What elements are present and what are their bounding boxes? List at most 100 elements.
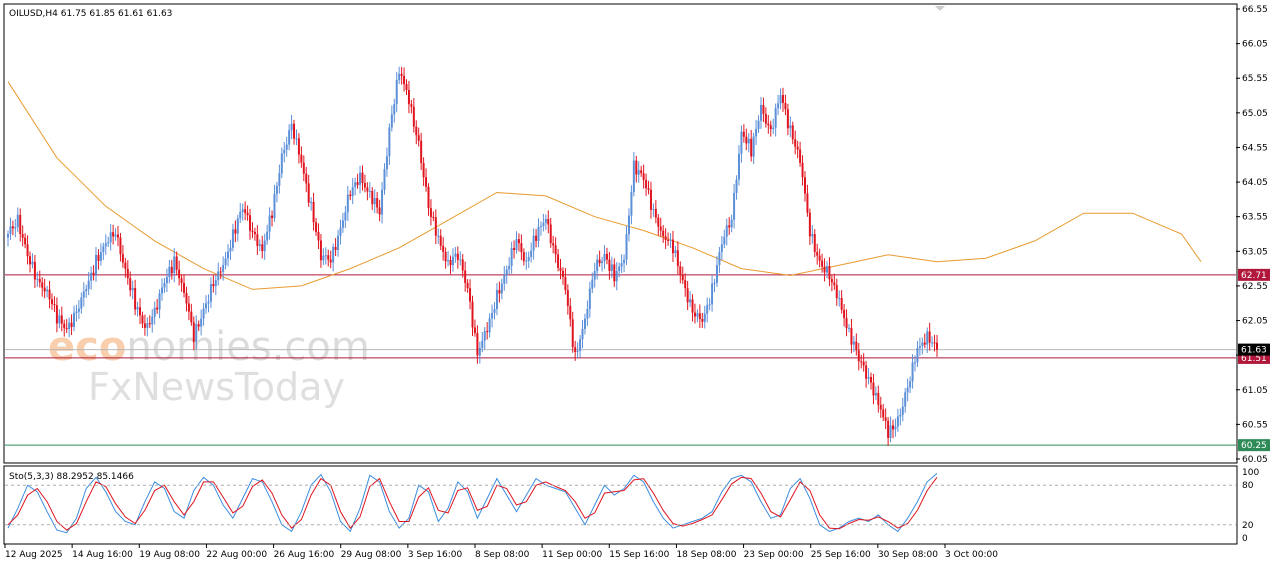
bull-candle-body <box>373 198 376 205</box>
bear-candle-body <box>657 217 660 227</box>
bear-candle-body <box>26 244 29 257</box>
bear-candle-body <box>698 313 701 320</box>
bull-candle-body <box>239 211 242 219</box>
bear-candle-body <box>801 162 804 178</box>
bull-candle-body <box>909 381 912 388</box>
bear-candle-body <box>835 285 838 299</box>
bull-candle-body <box>173 256 176 274</box>
bear-candle-body <box>891 425 894 430</box>
watermark-brand-gray: nomies.com <box>126 324 370 370</box>
bull-candle-body <box>146 323 149 328</box>
bull-candle-body <box>696 313 699 317</box>
bear-candle-body <box>764 113 767 124</box>
bull-candle-body <box>459 259 462 261</box>
bear-candle-body <box>271 215 274 219</box>
bear-candle-body <box>933 342 936 344</box>
price-tick-label: 64.05 <box>1242 178 1268 188</box>
bull-candle-body <box>341 220 344 228</box>
stochastic-tick-label: 100 <box>1242 468 1259 478</box>
bear-candle-body <box>608 259 611 271</box>
bear-candle-body <box>828 266 831 280</box>
bear-candle-body <box>148 323 151 325</box>
bull-candle-body <box>278 173 281 186</box>
bear-candle-body <box>312 201 315 223</box>
bear-candle-body <box>684 280 687 289</box>
time-tick-label: 14 Aug 16:00 <box>72 550 133 560</box>
bull-candle-body <box>46 289 49 292</box>
bear-candle-body <box>405 84 408 90</box>
bull-candle-body <box>591 279 594 289</box>
stochastic-lines <box>7 472 938 534</box>
bull-candle-body <box>77 308 80 312</box>
bear-candle-body <box>843 309 846 319</box>
moving-average-line <box>7 81 1202 290</box>
bull-candle-body <box>346 194 349 213</box>
bull-candle-body <box>491 312 494 319</box>
bull-candle-body <box>625 234 628 260</box>
bull-candle-body <box>114 234 117 237</box>
bull-candle-body <box>581 329 584 340</box>
bull-candle-body <box>576 350 579 352</box>
price-tick-label: 66.55 <box>1242 5 1268 15</box>
bull-candle-body <box>136 307 139 310</box>
bear-candle-body <box>307 183 310 203</box>
bull-candle-body <box>525 260 528 262</box>
bull-candle-body <box>229 247 232 252</box>
bear-candle-body <box>356 182 359 185</box>
svg-text:economies.com: economies.com <box>48 324 370 370</box>
bear-candle-body <box>427 186 430 209</box>
bear-candle-body <box>522 252 525 262</box>
bull-candle-body <box>202 308 205 319</box>
bull-candle-body <box>495 290 498 310</box>
stochastic-tick-label: 0 <box>1242 534 1248 544</box>
bull-candle-body <box>481 340 484 348</box>
bear-candle-body <box>806 193 809 213</box>
scroll-marker-icon[interactable] <box>935 6 945 11</box>
bear-candle-body <box>70 322 73 327</box>
bear-candle-body <box>769 125 772 130</box>
bull-candle-body <box>288 130 291 145</box>
bear-candle-body <box>552 243 555 246</box>
bear-candle-body <box>442 245 445 252</box>
bear-candle-body <box>879 404 882 410</box>
bull-candle-body <box>339 227 342 236</box>
bear-candle-body <box>928 331 931 343</box>
bull-candle-body <box>383 169 386 190</box>
bear-candle-body <box>872 382 875 396</box>
bear-candle-body <box>676 250 679 267</box>
time-tick-label: 26 Aug 16:00 <box>274 550 335 560</box>
bull-candle-body <box>214 280 217 287</box>
bull-candle-body <box>532 235 535 251</box>
bull-candle-body <box>901 406 904 415</box>
bull-candle-body <box>583 318 586 330</box>
bear-candle-body <box>48 289 51 300</box>
bear-candle-body <box>293 123 296 139</box>
bear-candle-body <box>432 216 435 218</box>
bull-candle-body <box>718 252 721 266</box>
bear-candle-body <box>535 235 538 241</box>
bull-candle-body <box>733 192 736 220</box>
bear-candle-body <box>212 284 215 287</box>
bull-candle-body <box>322 255 325 261</box>
bull-candle-body <box>904 392 907 407</box>
price-level-tag-resistance <box>1238 268 1270 281</box>
bull-candle-body <box>310 201 313 203</box>
bear-candle-body <box>605 253 608 260</box>
bear-candle-body <box>363 182 366 188</box>
stochastic-main-line <box>7 472 938 534</box>
bear-candle-body <box>566 290 569 306</box>
bull-candle-body <box>388 127 391 157</box>
bear-candle-body <box>21 234 24 238</box>
bull-candle-body <box>36 278 39 280</box>
bull-candle-body <box>493 309 496 313</box>
bear-candle-body <box>498 290 501 294</box>
bull-candle-body <box>165 276 168 284</box>
bear-candle-body <box>857 350 860 362</box>
bear-candle-body <box>469 288 472 302</box>
bull-candle-body <box>740 131 743 154</box>
bull-candle-body <box>359 172 362 185</box>
bear-candle-body <box>681 275 684 281</box>
bull-candle-body <box>437 235 440 237</box>
bear-candle-body <box>564 276 567 291</box>
stochastic-tick-label: 80 <box>1242 481 1254 491</box>
